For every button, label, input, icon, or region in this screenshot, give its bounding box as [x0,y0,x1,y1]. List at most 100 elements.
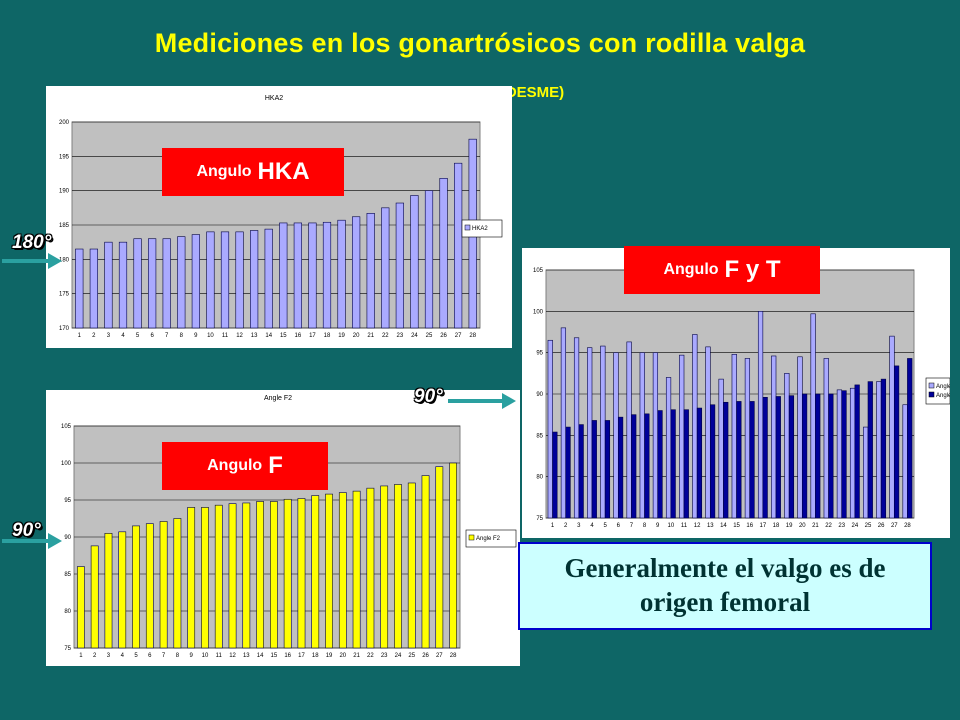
legend-swatch [468,534,475,541]
bar [337,219,346,329]
bar [270,501,278,649]
bar [696,407,703,519]
legend [465,529,517,548]
bar [639,352,645,519]
y-tick-label: 85 [536,433,543,439]
bar [435,466,444,649]
x-tick-label: 16 [746,523,753,529]
bar [75,248,84,329]
y-tick-label: 95 [536,351,543,357]
bar [381,207,390,329]
bar [77,566,85,649]
mark-180-degrees: 180° [12,232,52,253]
chart-hka: HKA2 170 175 180 185 190 195 200 1 2 3 4 5 6 7 8 9 10 11 12… [46,86,512,348]
x-tick-label: 10 [207,333,214,339]
arrow-right-icon [448,393,516,409]
bar [613,352,619,519]
x-tick-label: 18 [773,523,780,529]
bar [644,413,650,519]
chart-f: Angle F2 75 80 85 90 95 100 105 1 2 3 4 5 6 7 8 9 10 11 12 1… [46,390,520,666]
x-tick-label: 5 [603,523,607,529]
x-tick-label: 8 [176,653,180,659]
bar [902,404,908,519]
bar [731,354,737,519]
x-tick-label: 19 [326,653,333,659]
x-tick-label: 22 [382,333,389,339]
bar [810,313,816,519]
x-tick-label: 19 [786,523,793,529]
x-tick-label: 9 [194,333,198,339]
legend-label: Angle F2 [476,536,501,542]
bar [366,213,375,329]
label-angulo-f-big: F [268,452,283,479]
y-tick-label: 75 [536,516,543,522]
y-tick-label: 90 [536,392,543,398]
x-tick-label: 3 [107,653,111,659]
x-tick-label: 4 [121,333,125,339]
bar [308,222,317,329]
x-tick-label: 21 [353,653,360,659]
bar [454,162,463,329]
y-tick-label: 200 [59,120,70,126]
bar [552,431,558,519]
bar [907,358,913,519]
bar [771,355,777,519]
x-tick-label: 1 [79,653,83,659]
legend [461,219,503,238]
x-tick-label: 10 [668,523,675,529]
bar [604,420,611,519]
y-tick-label: 185 [59,223,70,229]
legend-swatch [928,391,935,398]
x-tick-label: 11 [216,653,223,659]
x-tick-label: 21 [812,523,819,529]
arrow-right-icon [2,533,62,549]
x-tick-label: 4 [121,653,125,659]
bar [749,401,755,519]
bar [670,409,676,519]
bar [352,490,361,649]
x-tick-label: 10 [202,653,209,659]
label-angulo-f: Angulo F [162,442,328,490]
mark-90-degrees-ft: 90° [414,386,443,407]
x-tick-label: 6 [148,653,152,659]
x-tick-label: 28 [469,333,476,339]
bar [235,231,244,329]
x-tick-label: 8 [643,523,647,529]
bar [148,238,157,329]
bar [757,311,764,519]
x-tick-label: 14 [257,653,264,659]
y-tick-label: 95 [64,498,71,504]
bar [797,356,803,519]
bar [145,523,154,649]
bar [775,396,781,519]
bar [279,222,288,329]
bar [89,248,98,329]
x-tick-label: 24 [395,653,402,659]
x-tick-label: 23 [381,653,388,659]
bar [836,389,843,519]
bar [736,401,742,519]
x-tick-label: 1 [551,523,555,529]
x-tick-label: 27 [436,653,443,659]
bar [828,393,834,519]
label-angulo-ft-big: F y T [724,256,781,283]
label-angulo-f-prefix: Angulo [207,457,263,474]
bar [424,190,434,329]
x-tick-label: 20 [353,333,360,339]
y-tick-label: 90 [64,535,71,541]
conclusion-box: Generalmente el valgo es de origen femor… [518,542,932,630]
x-tick-label: 25 [426,333,433,339]
y-tick-label: 195 [59,154,70,160]
bar [228,503,237,649]
bar [723,401,729,519]
y-tick-label: 180 [59,257,70,263]
bar [90,545,99,649]
bar [407,482,416,649]
bar [652,352,659,519]
x-tick-label: 13 [707,523,714,529]
bar [394,484,402,649]
bar [683,409,689,519]
x-tick-label: 7 [165,333,169,339]
y-tick-label: 170 [59,326,70,332]
